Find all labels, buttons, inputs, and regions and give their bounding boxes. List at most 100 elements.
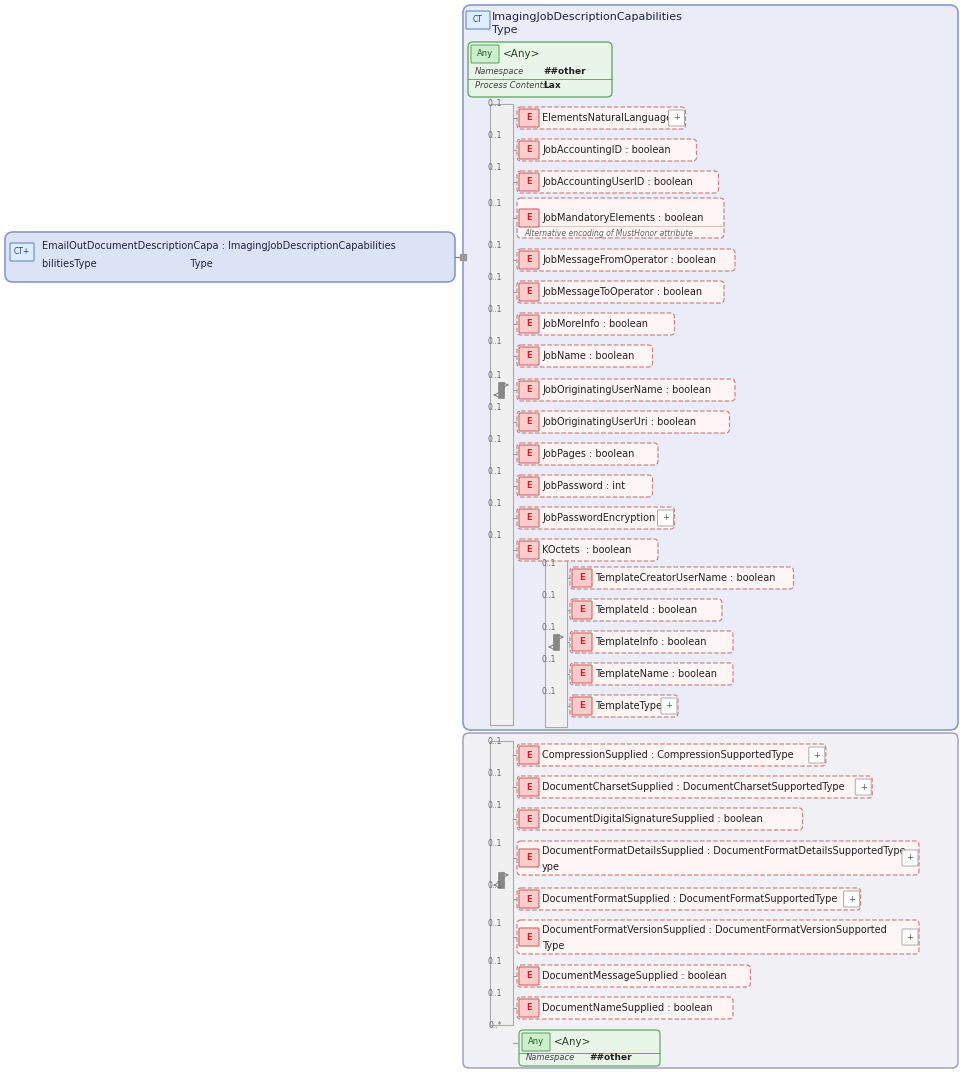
FancyBboxPatch shape	[517, 345, 652, 367]
Text: ##other: ##other	[543, 68, 586, 76]
Text: E: E	[526, 546, 532, 554]
Text: E: E	[526, 287, 532, 297]
FancyBboxPatch shape	[661, 698, 677, 714]
Text: 0..1: 0..1	[488, 467, 502, 476]
Text: E: E	[526, 449, 532, 459]
FancyBboxPatch shape	[519, 381, 539, 399]
Text: +: +	[906, 853, 914, 863]
Text: 0..1: 0..1	[541, 687, 556, 697]
Text: JobName : boolean: JobName : boolean	[542, 351, 634, 361]
Text: 0..1: 0..1	[488, 435, 502, 445]
FancyBboxPatch shape	[572, 569, 592, 587]
Text: 0..1: 0..1	[488, 989, 502, 998]
FancyBboxPatch shape	[519, 778, 539, 796]
FancyBboxPatch shape	[519, 347, 539, 364]
Text: E: E	[526, 319, 532, 328]
FancyBboxPatch shape	[519, 209, 539, 227]
Text: JobPages : boolean: JobPages : boolean	[542, 449, 634, 459]
Text: E: E	[526, 783, 532, 791]
FancyBboxPatch shape	[517, 997, 733, 1019]
FancyBboxPatch shape	[517, 379, 735, 401]
Text: Type: Type	[542, 941, 565, 951]
FancyBboxPatch shape	[669, 110, 684, 126]
FancyBboxPatch shape	[519, 445, 539, 463]
Text: E: E	[526, 146, 532, 154]
Text: JobAccountingUserID : boolean: JobAccountingUserID : boolean	[542, 177, 693, 187]
Text: E: E	[579, 574, 585, 582]
Text: E: E	[579, 670, 585, 679]
FancyBboxPatch shape	[572, 665, 592, 683]
FancyBboxPatch shape	[517, 888, 861, 910]
Text: 0..1: 0..1	[541, 655, 556, 665]
FancyBboxPatch shape	[519, 928, 539, 946]
Text: JobMessageToOperator : boolean: JobMessageToOperator : boolean	[542, 287, 703, 297]
Text: 0..1: 0..1	[488, 403, 502, 413]
FancyBboxPatch shape	[572, 697, 592, 715]
FancyBboxPatch shape	[519, 477, 539, 495]
Text: <Any>: <Any>	[503, 49, 540, 59]
FancyBboxPatch shape	[468, 42, 612, 96]
Text: ImagingJobDescriptionCapabilities
Type: ImagingJobDescriptionCapabilities Type	[492, 12, 683, 35]
FancyBboxPatch shape	[471, 45, 499, 63]
FancyBboxPatch shape	[657, 510, 674, 526]
Bar	[553, 639, 559, 645]
Bar	[490, 104, 513, 725]
Text: 0..1: 0..1	[488, 306, 502, 314]
Text: EmailOutDocumentDescriptionCapa : ImagingJobDescriptionCapabilities: EmailOutDocumentDescriptionCapa : Imagin…	[42, 241, 396, 251]
Bar	[498, 392, 504, 398]
Text: CT: CT	[473, 15, 482, 25]
FancyBboxPatch shape	[519, 315, 539, 333]
Text: 0..1: 0..1	[488, 132, 502, 140]
Text: 0..1: 0..1	[488, 736, 502, 745]
FancyBboxPatch shape	[570, 662, 733, 685]
Text: JobOriginatingUserName : boolean: JobOriginatingUserName : boolean	[542, 385, 711, 394]
FancyBboxPatch shape	[463, 5, 958, 730]
FancyBboxPatch shape	[843, 891, 860, 907]
Text: 0..1: 0..1	[488, 100, 502, 108]
Text: JobMoreInfo : boolean: JobMoreInfo : boolean	[542, 319, 648, 329]
Text: 0..1: 0..1	[541, 592, 556, 600]
Text: DocumentNameSupplied : boolean: DocumentNameSupplied : boolean	[542, 1003, 712, 1013]
FancyBboxPatch shape	[519, 746, 539, 764]
Text: ElementsNaturalLanguage: ElementsNaturalLanguage	[542, 113, 673, 123]
Text: 0..1: 0..1	[488, 199, 502, 208]
FancyBboxPatch shape	[517, 139, 697, 161]
Bar	[498, 877, 504, 883]
FancyBboxPatch shape	[519, 109, 539, 126]
Text: +: +	[662, 513, 669, 522]
Text: 0..1: 0..1	[541, 560, 556, 568]
Text: TemplateId : boolean: TemplateId : boolean	[595, 605, 697, 615]
FancyBboxPatch shape	[519, 890, 539, 908]
FancyBboxPatch shape	[572, 632, 592, 651]
Text: E: E	[526, 971, 532, 981]
Text: 0..1: 0..1	[488, 273, 502, 283]
Text: 0..1: 0..1	[488, 164, 502, 173]
FancyBboxPatch shape	[517, 920, 919, 954]
FancyBboxPatch shape	[519, 509, 539, 527]
Text: Alternative encoding of MustHonor attribute: Alternative encoding of MustHonor attrib…	[524, 229, 693, 238]
FancyBboxPatch shape	[570, 599, 722, 621]
FancyBboxPatch shape	[517, 443, 658, 465]
Text: Namespace: Namespace	[475, 68, 524, 76]
Text: TemplateType: TemplateType	[595, 701, 662, 711]
Text: TemplateName : boolean: TemplateName : boolean	[595, 669, 717, 679]
FancyBboxPatch shape	[902, 929, 918, 946]
Text: E: E	[526, 815, 532, 823]
FancyBboxPatch shape	[519, 967, 539, 985]
FancyBboxPatch shape	[517, 475, 652, 497]
Bar	[553, 634, 559, 640]
FancyBboxPatch shape	[519, 413, 539, 431]
Text: JobAccountingID : boolean: JobAccountingID : boolean	[542, 145, 671, 155]
Text: E: E	[526, 178, 532, 187]
Text: 0..1: 0..1	[488, 801, 502, 809]
Text: JobOriginatingUserUri : boolean: JobOriginatingUserUri : boolean	[542, 417, 696, 427]
FancyBboxPatch shape	[517, 842, 919, 875]
FancyBboxPatch shape	[522, 1033, 550, 1051]
Text: TemplateCreatorUserName : boolean: TemplateCreatorUserName : boolean	[595, 574, 776, 583]
Text: 0..1: 0..1	[488, 839, 502, 849]
FancyBboxPatch shape	[517, 172, 719, 193]
FancyBboxPatch shape	[5, 232, 455, 282]
Text: +: +	[673, 114, 680, 122]
Text: +: +	[666, 701, 673, 711]
Text: 0..1: 0..1	[488, 769, 502, 777]
